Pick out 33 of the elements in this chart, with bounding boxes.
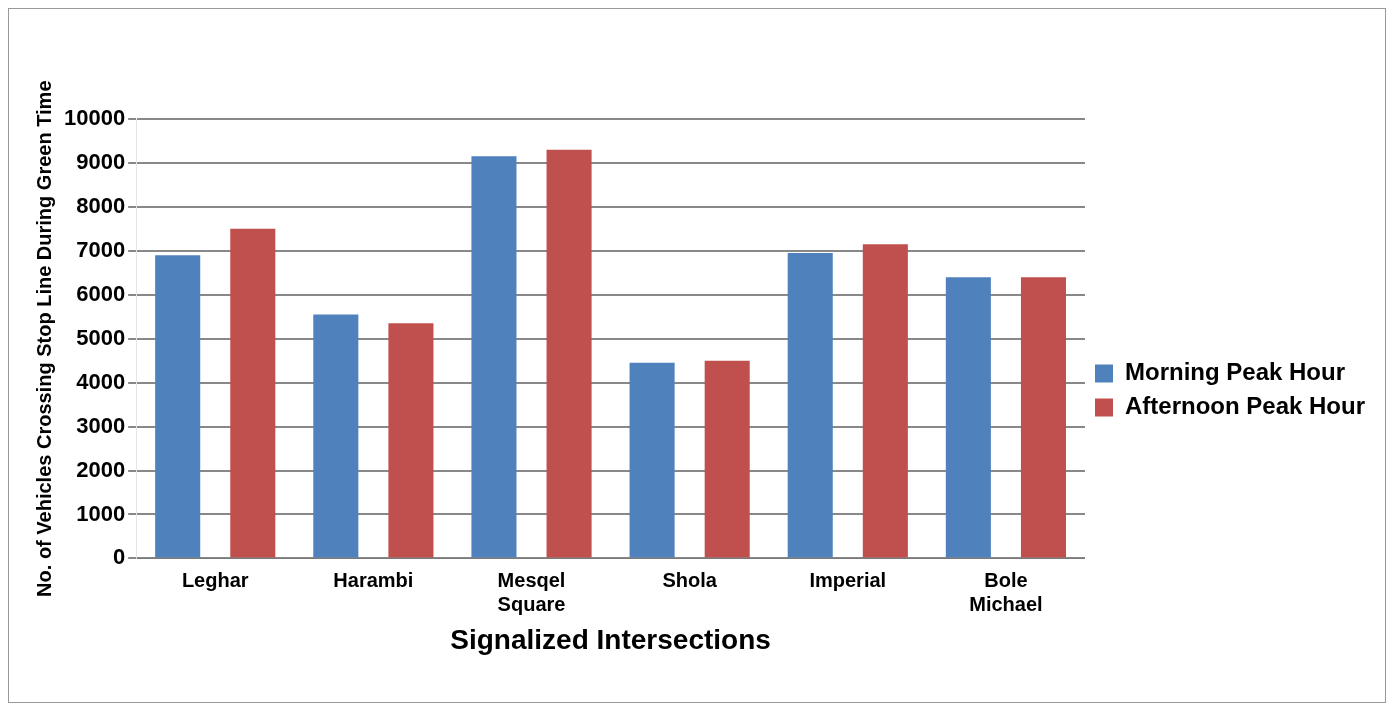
bar bbox=[388, 323, 434, 558]
y-tick-label: 8000 bbox=[76, 192, 126, 218]
y-axis-title: No. of Vehicles Crossing Stop Line During Green Time bbox=[32, 80, 55, 597]
y-tick-label: 0 bbox=[112, 544, 126, 570]
x-axis-title: Signalized Intersections bbox=[450, 623, 771, 655]
bar bbox=[629, 362, 675, 558]
y-tick-label: 3000 bbox=[76, 412, 126, 438]
x-tick-label: Mesqel Square bbox=[497, 568, 566, 615]
y-tick-label: 2000 bbox=[76, 456, 126, 482]
legend-label: Morning Peak Hour bbox=[1124, 358, 1346, 386]
x-tick-label: Bole Michael bbox=[969, 568, 1043, 615]
x-tick-label: Imperial bbox=[809, 568, 887, 591]
y-tick-label: 4000 bbox=[76, 368, 126, 394]
y-tick-label: 7000 bbox=[76, 236, 126, 262]
y-tick-label: 6000 bbox=[76, 280, 126, 306]
bar bbox=[471, 156, 517, 558]
bar bbox=[155, 255, 201, 558]
x-tick-label: Harambi bbox=[333, 568, 414, 591]
bar bbox=[862, 244, 908, 558]
bar bbox=[313, 314, 359, 558]
x-tick-label: Shola bbox=[662, 568, 718, 591]
y-tick-label: 9000 bbox=[76, 149, 126, 174]
bar bbox=[945, 277, 991, 558]
y-tick-label: 5000 bbox=[76, 324, 126, 350]
x-tick-label: Leghar bbox=[181, 568, 249, 591]
bar bbox=[787, 253, 833, 558]
legend-label: Afternoon Peak Hour bbox=[1124, 392, 1366, 420]
bar bbox=[546, 149, 592, 558]
bar bbox=[1020, 277, 1066, 558]
y-tick-label: 1000 bbox=[76, 500, 126, 526]
bar bbox=[704, 360, 750, 558]
bar bbox=[230, 228, 276, 558]
y-tick-label: 10000 bbox=[63, 105, 126, 131]
